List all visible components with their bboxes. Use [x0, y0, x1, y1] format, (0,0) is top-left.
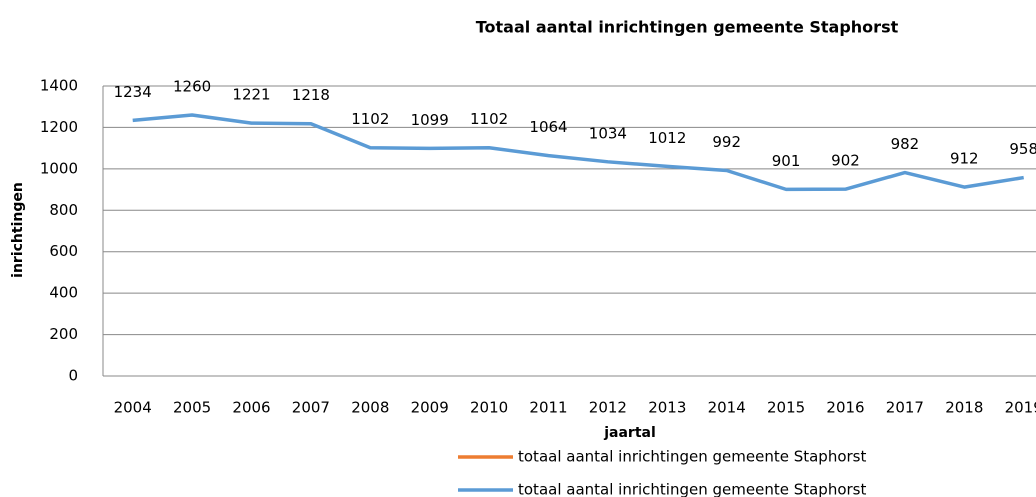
x-tick-label: 2015	[767, 399, 805, 417]
x-tick-label: 2012	[589, 399, 627, 417]
data-label: 1064	[529, 118, 567, 136]
x-axis-label: jaartal	[603, 425, 656, 441]
legend-label: totaal aantal inrichtingen gemeente Stap…	[518, 448, 866, 466]
x-tick-label: 2005	[173, 399, 211, 417]
data-label: 1218	[292, 86, 330, 104]
chart-title: Totaal aantal inrichtingen gemeente Stap…	[476, 18, 899, 37]
data-label: 1102	[470, 110, 508, 128]
data-label: 1102	[351, 110, 389, 128]
data-label: 1221	[232, 86, 270, 104]
x-tick-label: 2004	[114, 399, 152, 417]
y-tick-label: 1200	[40, 118, 78, 136]
y-tick-label: 0	[68, 367, 78, 385]
x-tick-label: 2019	[1005, 399, 1036, 417]
x-tick-label: 2018	[945, 399, 983, 417]
series-line	[132, 113, 1024, 192]
data-label: 1099	[411, 111, 449, 129]
data-label: 901	[772, 152, 801, 170]
y-tick-label: 200	[49, 325, 78, 343]
data-label: 902	[831, 152, 860, 170]
y-tick-label: 600	[49, 242, 78, 260]
data-label: 958	[1009, 140, 1036, 158]
x-tick-label: 2013	[648, 399, 686, 417]
x-tick-label: 2014	[708, 399, 746, 417]
y-tick-label: 400	[49, 284, 78, 302]
y-tick-label: 1000	[40, 159, 78, 177]
x-tick-label: 2009	[411, 399, 449, 417]
x-tick-label: 2006	[232, 399, 270, 417]
y-axis-label: inrichtingen	[10, 182, 26, 278]
x-tick-label: 2016	[826, 399, 864, 417]
legend-label: totaal aantal inrichtingen gemeente Stap…	[518, 481, 866, 497]
data-label: 912	[950, 150, 979, 168]
data-label: 992	[712, 133, 741, 151]
x-tick-label: 2011	[529, 399, 567, 417]
x-tick-label: 2008	[351, 399, 389, 417]
y-tick-label: 1400	[40, 77, 78, 95]
data-label: 1034	[589, 124, 627, 142]
y-tick-label: 800	[49, 201, 78, 219]
data-label: 982	[891, 135, 920, 153]
x-tick-label: 2007	[292, 399, 330, 417]
x-tick-label: 2010	[470, 399, 508, 417]
data-label: 1260	[173, 78, 211, 96]
data-label: 1234	[114, 83, 152, 101]
data-label: 1012	[648, 129, 686, 147]
x-tick-label: 2017	[886, 399, 924, 417]
